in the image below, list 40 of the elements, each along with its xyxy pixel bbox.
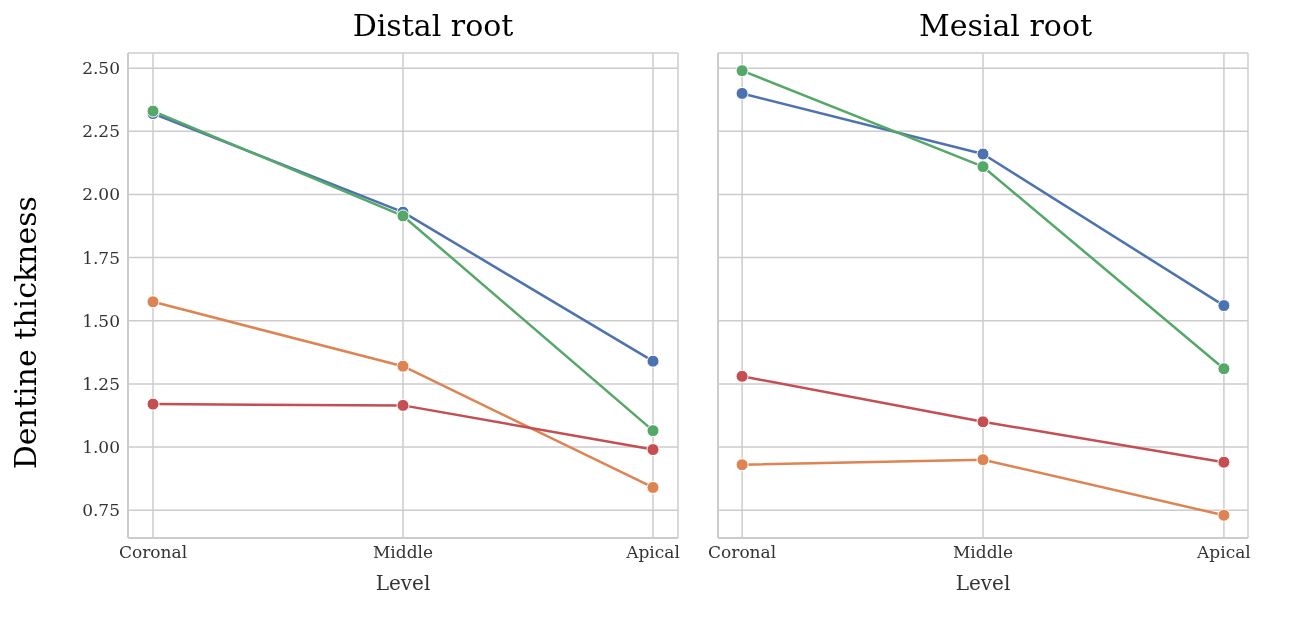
y-tick-label: 0.75	[82, 500, 120, 521]
point	[976, 147, 990, 161]
x-axis-title: Level	[955, 571, 1011, 595]
point	[735, 64, 749, 78]
chart-title: Distal root	[351, 8, 515, 45]
y-tick-label: 1.50	[82, 310, 120, 331]
x-tick-label: Middle	[952, 542, 1014, 563]
point	[646, 443, 660, 457]
point	[976, 415, 990, 429]
y-tick-label: 2.50	[82, 58, 120, 79]
point	[146, 397, 160, 411]
point	[976, 453, 990, 467]
y-tick-label: 1.25	[82, 373, 120, 394]
point	[735, 369, 749, 383]
point	[646, 354, 660, 368]
x-tick-label: Apical	[625, 542, 680, 563]
y-tick-label: 1.75	[82, 247, 120, 268]
chart-title: Mesial root	[918, 8, 1093, 45]
point	[396, 359, 410, 373]
point	[735, 458, 749, 472]
point	[646, 424, 660, 438]
point	[146, 295, 160, 309]
x-tick-label: Coronal	[708, 542, 777, 563]
y-tick-label: 2.25	[82, 121, 120, 142]
x-tick-label: Coronal	[118, 542, 188, 563]
point	[646, 480, 660, 494]
point	[1217, 299, 1231, 313]
x-tick-label: Apical	[1196, 542, 1251, 563]
y-tick-label: 1.00	[82, 437, 120, 458]
point	[1217, 362, 1231, 376]
x-axis-title: Level	[375, 571, 431, 595]
point	[1217, 455, 1231, 469]
y-axis-title: Dentine thickness	[8, 196, 44, 470]
point	[1217, 508, 1231, 522]
x-tick-label: Middle	[372, 542, 434, 563]
point	[735, 86, 749, 100]
point	[396, 209, 410, 223]
point	[396, 398, 410, 412]
y-tick-label: 2.00	[82, 184, 120, 205]
point	[976, 160, 990, 174]
